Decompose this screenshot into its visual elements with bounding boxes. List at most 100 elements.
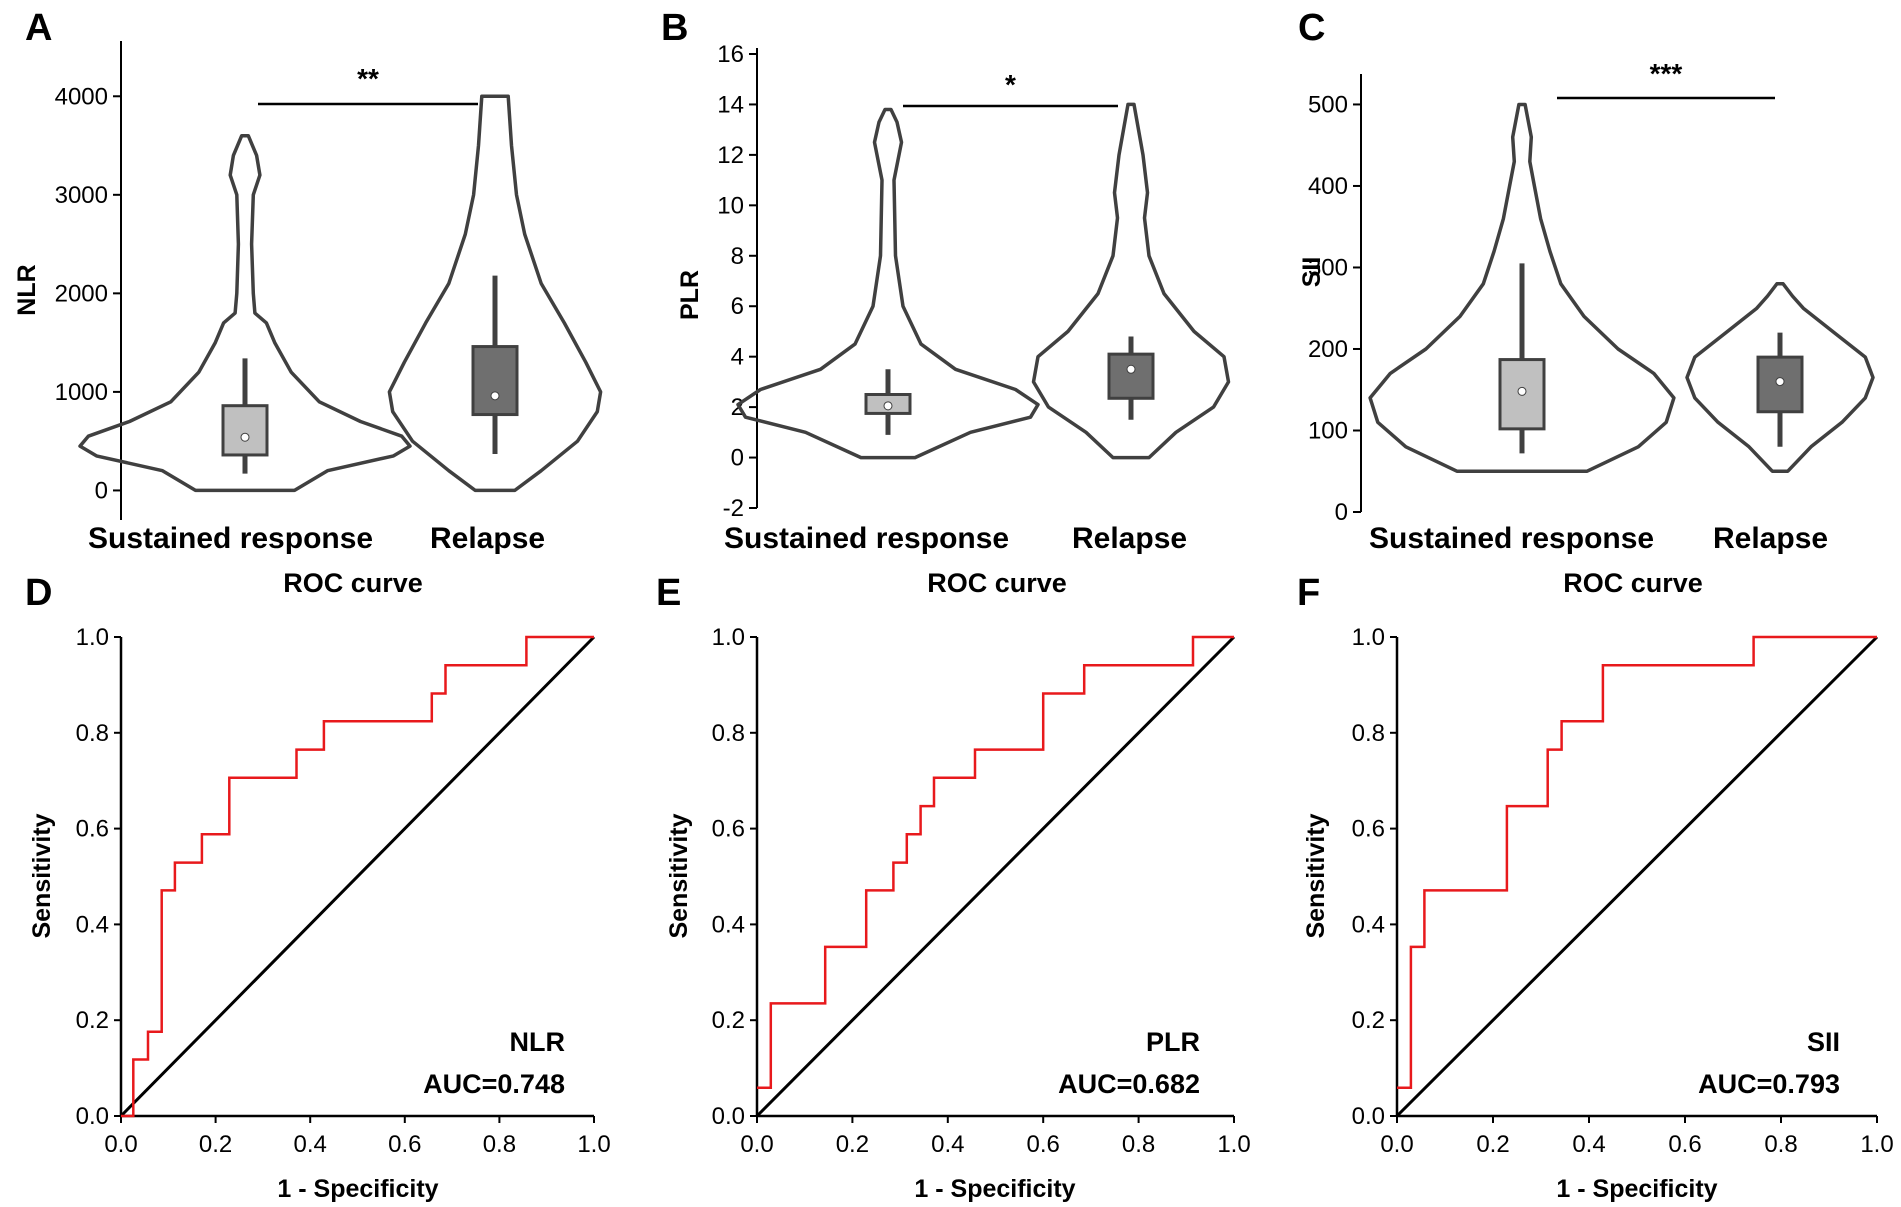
panel-c: C 0 100 200 300 400 500 SII *** Sustained respons… bbox=[1298, 7, 1875, 555]
violin-group-sustained bbox=[736, 107, 1040, 460]
y-tick-label: 0.8 bbox=[1352, 720, 1385, 747]
category-label: Sustained response bbox=[1369, 522, 1654, 555]
category-label: Relapse bbox=[430, 522, 545, 555]
panel-letter: A bbox=[25, 7, 52, 49]
panel-f: F ROC curve 0.00.0 0.2 0.2 0.4 0.4 0.6 0.6 0.8 0.8… bbox=[1297, 568, 1894, 1203]
y-tick-label: 8 bbox=[731, 243, 744, 270]
y-tick-label: 300 bbox=[1308, 254, 1348, 281]
y-tick-label: 16 bbox=[717, 41, 744, 68]
category-label: Relapse bbox=[1072, 522, 1187, 555]
x-tick-label: 1.0 bbox=[1860, 1131, 1893, 1158]
panel-a: A 0 1000 2000 3000 4000 NLR ** Sustained respons… bbox=[13, 7, 603, 555]
y-tick-label: 0 bbox=[731, 445, 744, 472]
significance-label: *** bbox=[1650, 58, 1683, 89]
y-tick-label: 2 bbox=[731, 394, 744, 421]
x-tick-label: 0.0 bbox=[740, 1131, 773, 1158]
y-tick-label: 4000 bbox=[55, 83, 108, 110]
violin-group-relapse bbox=[1685, 282, 1875, 473]
y-tick-label: 2000 bbox=[55, 280, 108, 307]
panel-letter: B bbox=[661, 7, 688, 49]
auc-label: AUC=0.682 bbox=[1058, 1069, 1200, 1099]
x-tick-label: 0.4 bbox=[931, 1131, 964, 1158]
x-tick-label: 0.6 bbox=[388, 1131, 421, 1158]
median-point bbox=[883, 401, 893, 411]
y-tick-label: 0 bbox=[1335, 499, 1348, 526]
x-tick-label: 0.6 bbox=[1027, 1131, 1060, 1158]
y-tick-label: 1000 bbox=[55, 379, 108, 406]
x-axis-title: 1 - Specificity bbox=[1556, 1175, 1717, 1203]
significance-label: * bbox=[1005, 69, 1016, 100]
violin-group-relapse bbox=[1031, 102, 1231, 460]
roc-curve bbox=[1397, 635, 1877, 1089]
box bbox=[471, 345, 519, 417]
y-axis-title: Sensitivity bbox=[1302, 813, 1330, 938]
panel-d: D ROC curve 0.00.0 0.2 0.2 0.4 0.4 0.6 0.6 0.8 0.8… bbox=[25, 568, 611, 1203]
median-point bbox=[490, 391, 500, 401]
auc-label: AUC=0.793 bbox=[1698, 1069, 1840, 1099]
x-tick-label: 0.4 bbox=[1572, 1131, 1605, 1158]
y-tick-label: 0.2 bbox=[1352, 1007, 1385, 1034]
y-axis-title: Sensitivity bbox=[665, 813, 693, 938]
chart-title: ROC curve bbox=[927, 568, 1067, 598]
marker-label: PLR bbox=[1146, 1027, 1200, 1057]
y-axis-title: PLR bbox=[676, 270, 704, 320]
reference-diagonal bbox=[755, 635, 1236, 1118]
y-tick-label: 0 bbox=[95, 477, 108, 504]
y-tick-label: 0.4 bbox=[76, 911, 109, 938]
y-tick-label: 0.2 bbox=[712, 1007, 745, 1034]
category-label: Sustained response bbox=[724, 522, 1009, 555]
x-tick-label: 1.0 bbox=[577, 1131, 610, 1158]
x-axis-title: 1 - Specificity bbox=[914, 1175, 1075, 1203]
panel-letter: D bbox=[25, 572, 52, 614]
y-tick-label: 0.0 bbox=[76, 1103, 109, 1130]
y-tick-label: 0.6 bbox=[76, 816, 109, 843]
panel-e: E ROC curve 0.00.0 0.2 0.2 0.4 0.4 0.6 0.6 0.8 0.8… bbox=[656, 568, 1251, 1203]
median-point bbox=[1775, 377, 1785, 387]
y-tick-label: 0.6 bbox=[1352, 816, 1385, 843]
chart-title: ROC curve bbox=[1563, 568, 1703, 598]
reference-diagonal bbox=[119, 635, 596, 1118]
marker-label: NLR bbox=[510, 1027, 566, 1057]
y-axis-title: NLR bbox=[13, 264, 41, 315]
y-tick-label: 0.8 bbox=[712, 720, 745, 747]
category-label: Relapse bbox=[1713, 522, 1828, 555]
y-tick-label: 12 bbox=[717, 142, 744, 169]
x-tick-label: 0.8 bbox=[1764, 1131, 1797, 1158]
violin-outline bbox=[736, 107, 1040, 460]
reference-diagonal bbox=[1395, 635, 1879, 1118]
violin-outline bbox=[387, 94, 603, 493]
x-tick-label: 0.0 bbox=[1380, 1131, 1413, 1158]
x-tick-label: 0.0 bbox=[104, 1131, 137, 1158]
panel-letter: F bbox=[1297, 572, 1320, 614]
violin-group-sustained bbox=[1368, 102, 1676, 473]
y-tick-label: 1.0 bbox=[1352, 624, 1385, 651]
median-point bbox=[1126, 364, 1136, 374]
panel-letter: C bbox=[1298, 7, 1325, 49]
y-tick-label: 0.0 bbox=[712, 1103, 745, 1130]
y-tick-label: 0.0 bbox=[1352, 1103, 1385, 1130]
violin-group-sustained bbox=[78, 133, 412, 493]
y-tick-label: 0.8 bbox=[76, 720, 109, 747]
y-tick-label: 0.2 bbox=[76, 1007, 109, 1034]
x-tick-label: 0.6 bbox=[1668, 1131, 1701, 1158]
y-tick-label: 4 bbox=[731, 344, 744, 371]
y-tick-label: 1.0 bbox=[76, 624, 109, 651]
violin-group-relapse bbox=[387, 94, 603, 493]
y-tick-label: 6 bbox=[731, 293, 744, 320]
chart-title: ROC curve bbox=[283, 568, 423, 598]
y-tick-label: 0.4 bbox=[1352, 911, 1385, 938]
violin-outline bbox=[1368, 102, 1676, 473]
y-tick-label: 100 bbox=[1308, 417, 1348, 444]
box bbox=[1107, 352, 1155, 400]
significance-label: ** bbox=[357, 63, 379, 94]
x-tick-label: 0.2 bbox=[1476, 1131, 1509, 1158]
y-tick-label: 1.0 bbox=[712, 624, 745, 651]
roc-curve bbox=[757, 635, 1234, 1089]
auc-label: AUC=0.748 bbox=[423, 1069, 565, 1099]
violin-outline bbox=[78, 133, 412, 493]
y-tick-label: -2 bbox=[723, 495, 744, 522]
category-label: Sustained response bbox=[88, 522, 373, 555]
x-tick-label: 0.8 bbox=[483, 1131, 516, 1158]
y-tick-label: 0.6 bbox=[712, 816, 745, 843]
